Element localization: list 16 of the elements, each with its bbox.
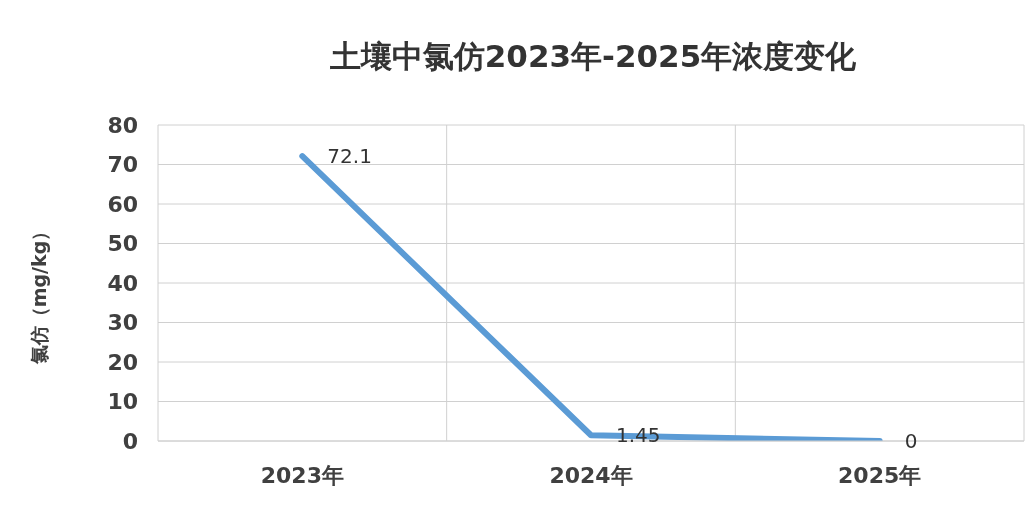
- x-tick-label: 2023年: [260, 462, 344, 488]
- y-tick-label: 40: [107, 270, 138, 296]
- data-label: 0: [904, 429, 918, 454]
- data-label: 72.1: [327, 144, 372, 169]
- y-tick-label: 70: [107, 152, 138, 178]
- y-tick-label: 80: [107, 112, 138, 138]
- x-tick-label: 2024年: [549, 462, 633, 488]
- y-tick-label: 10: [107, 389, 138, 415]
- y-tick-label: 30: [107, 310, 138, 336]
- chart-title: 土壤中氯仿2023年-2025年浓度变化: [328, 37, 858, 76]
- y-tick-label: 20: [107, 349, 138, 375]
- x-tick-label: 2025年: [838, 462, 922, 488]
- y-tick-label: 60: [107, 191, 138, 217]
- y-tick-label: 0: [122, 428, 138, 454]
- y-tick-label: 50: [107, 231, 138, 257]
- y-axis-title: 氯仿（mg/kg）: [27, 221, 51, 365]
